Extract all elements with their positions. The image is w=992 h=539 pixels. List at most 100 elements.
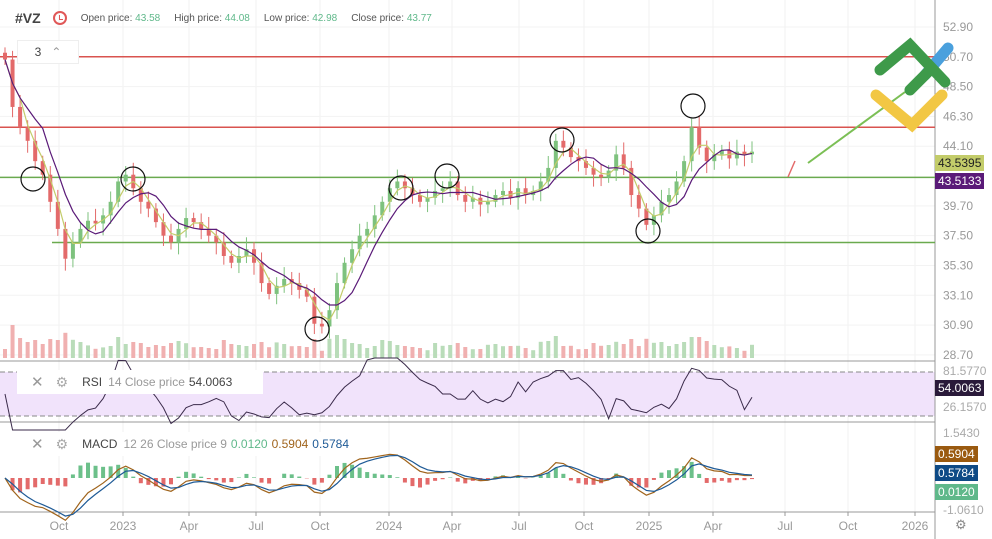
candle (350, 249, 355, 263)
volume-bar (712, 345, 717, 358)
macd-histogram-bar (402, 478, 407, 483)
close-value: 43.77 (406, 12, 432, 24)
time-axis-label: Oct (50, 519, 69, 533)
volume-bar (395, 345, 400, 358)
macd-histogram-bar (591, 478, 596, 485)
macd-histogram-bar (372, 473, 377, 478)
candle (395, 181, 400, 189)
macd-histogram-bar (614, 473, 619, 478)
clock-icon[interactable] (52, 11, 67, 25)
macd-histogram-bar (312, 478, 317, 485)
macd-histogram-bar (176, 476, 181, 478)
volume-bar (440, 345, 445, 358)
gear-icon[interactable]: ⚙ (55, 435, 69, 452)
macd-histogram-bar (561, 473, 566, 478)
volume-bar (55, 340, 60, 358)
time-axis-label: 2024 (376, 519, 403, 533)
volume-bar (553, 336, 558, 358)
volume-bar (750, 344, 754, 358)
indicator-axis-label: 26.1570 (943, 400, 987, 414)
candle (297, 283, 302, 290)
volume-bar (682, 342, 687, 358)
volume-bar (614, 341, 619, 358)
logo-green (904, 64, 936, 96)
candle (342, 262, 347, 284)
candle (667, 195, 671, 202)
price-axis-label: 44.10 (943, 139, 973, 153)
volume-bar (508, 346, 513, 358)
price-axis-label: 33.10 (943, 288, 973, 302)
volume-bar (463, 347, 468, 358)
macd-histogram-bar (86, 462, 90, 478)
time-axis-label: Jul (777, 519, 792, 533)
close-icon[interactable]: ✕ (31, 436, 44, 453)
candle (742, 151, 747, 155)
chart-header: #VZ Open price: 43.58 High price: 44.08 … (15, 10, 446, 26)
candle (55, 201, 60, 229)
candle (304, 289, 309, 297)
macd-histogram-bar (750, 478, 754, 480)
macd-histogram-bar (546, 472, 551, 478)
candle (161, 222, 166, 236)
candle (433, 190, 438, 198)
candle (636, 195, 641, 209)
macd-histogram-bar (93, 465, 98, 478)
volume-bar (342, 339, 347, 358)
macd-histogram-bar (153, 478, 158, 487)
volume-bar (25, 342, 30, 358)
candle (546, 167, 551, 182)
ma-fast-line (4, 59, 753, 321)
time-axis-label: Apr (443, 519, 462, 533)
macd-histogram-bar (584, 478, 588, 485)
volume-bar (485, 344, 490, 358)
candle (199, 222, 204, 229)
candle (259, 262, 264, 284)
volume-bar (478, 349, 483, 358)
macd-histogram-bar (455, 478, 460, 482)
candle (689, 127, 694, 162)
candle (704, 147, 709, 162)
volume-bar (236, 345, 241, 358)
candle (357, 235, 362, 250)
macd-histogram-bar (425, 478, 430, 485)
candle (319, 323, 324, 327)
candle (425, 197, 430, 202)
macd-histogram-bar (712, 478, 717, 483)
macd-histogram-bar (485, 478, 490, 480)
macd-histogram-bar (259, 478, 264, 483)
volume-bar (63, 332, 68, 358)
macd-histogram-bar (553, 467, 558, 478)
macd-histogram-bar (169, 478, 173, 485)
macd-histogram-bar (116, 464, 121, 478)
volume-bar (629, 339, 634, 358)
candle (116, 181, 121, 202)
zoom-selector[interactable]: 3 ⌃ (17, 40, 79, 64)
close-icon[interactable]: ✕ (31, 374, 44, 391)
pivot-circle (20, 166, 46, 192)
candle (229, 255, 234, 263)
candle (153, 208, 158, 223)
volume-bar (274, 342, 279, 358)
candle (25, 127, 30, 141)
gear-icon[interactable]: ⚙ (55, 373, 69, 390)
open-label: Open price: (80, 12, 133, 24)
macd-histogram-bar (629, 478, 634, 486)
pivot-circle (120, 166, 146, 192)
volume-bar (538, 341, 543, 358)
macd-histogram-bar (357, 467, 362, 478)
low-label: Low price: (263, 12, 310, 24)
macd-histogram-bar (606, 478, 611, 480)
volume-bar (659, 342, 664, 358)
candle (18, 106, 23, 128)
indicator-axis-label: -1.0610 (943, 503, 984, 517)
macd-histogram-bar (727, 478, 732, 483)
time-axis-label: Oct (839, 519, 858, 533)
candle (372, 215, 377, 229)
high-label: High price: (174, 12, 223, 24)
candle (493, 195, 498, 202)
axis-settings-icon[interactable]: ⚙ (955, 517, 967, 532)
close-label: Close price: (351, 12, 405, 24)
volume-bar (546, 341, 551, 358)
candle (93, 220, 98, 224)
